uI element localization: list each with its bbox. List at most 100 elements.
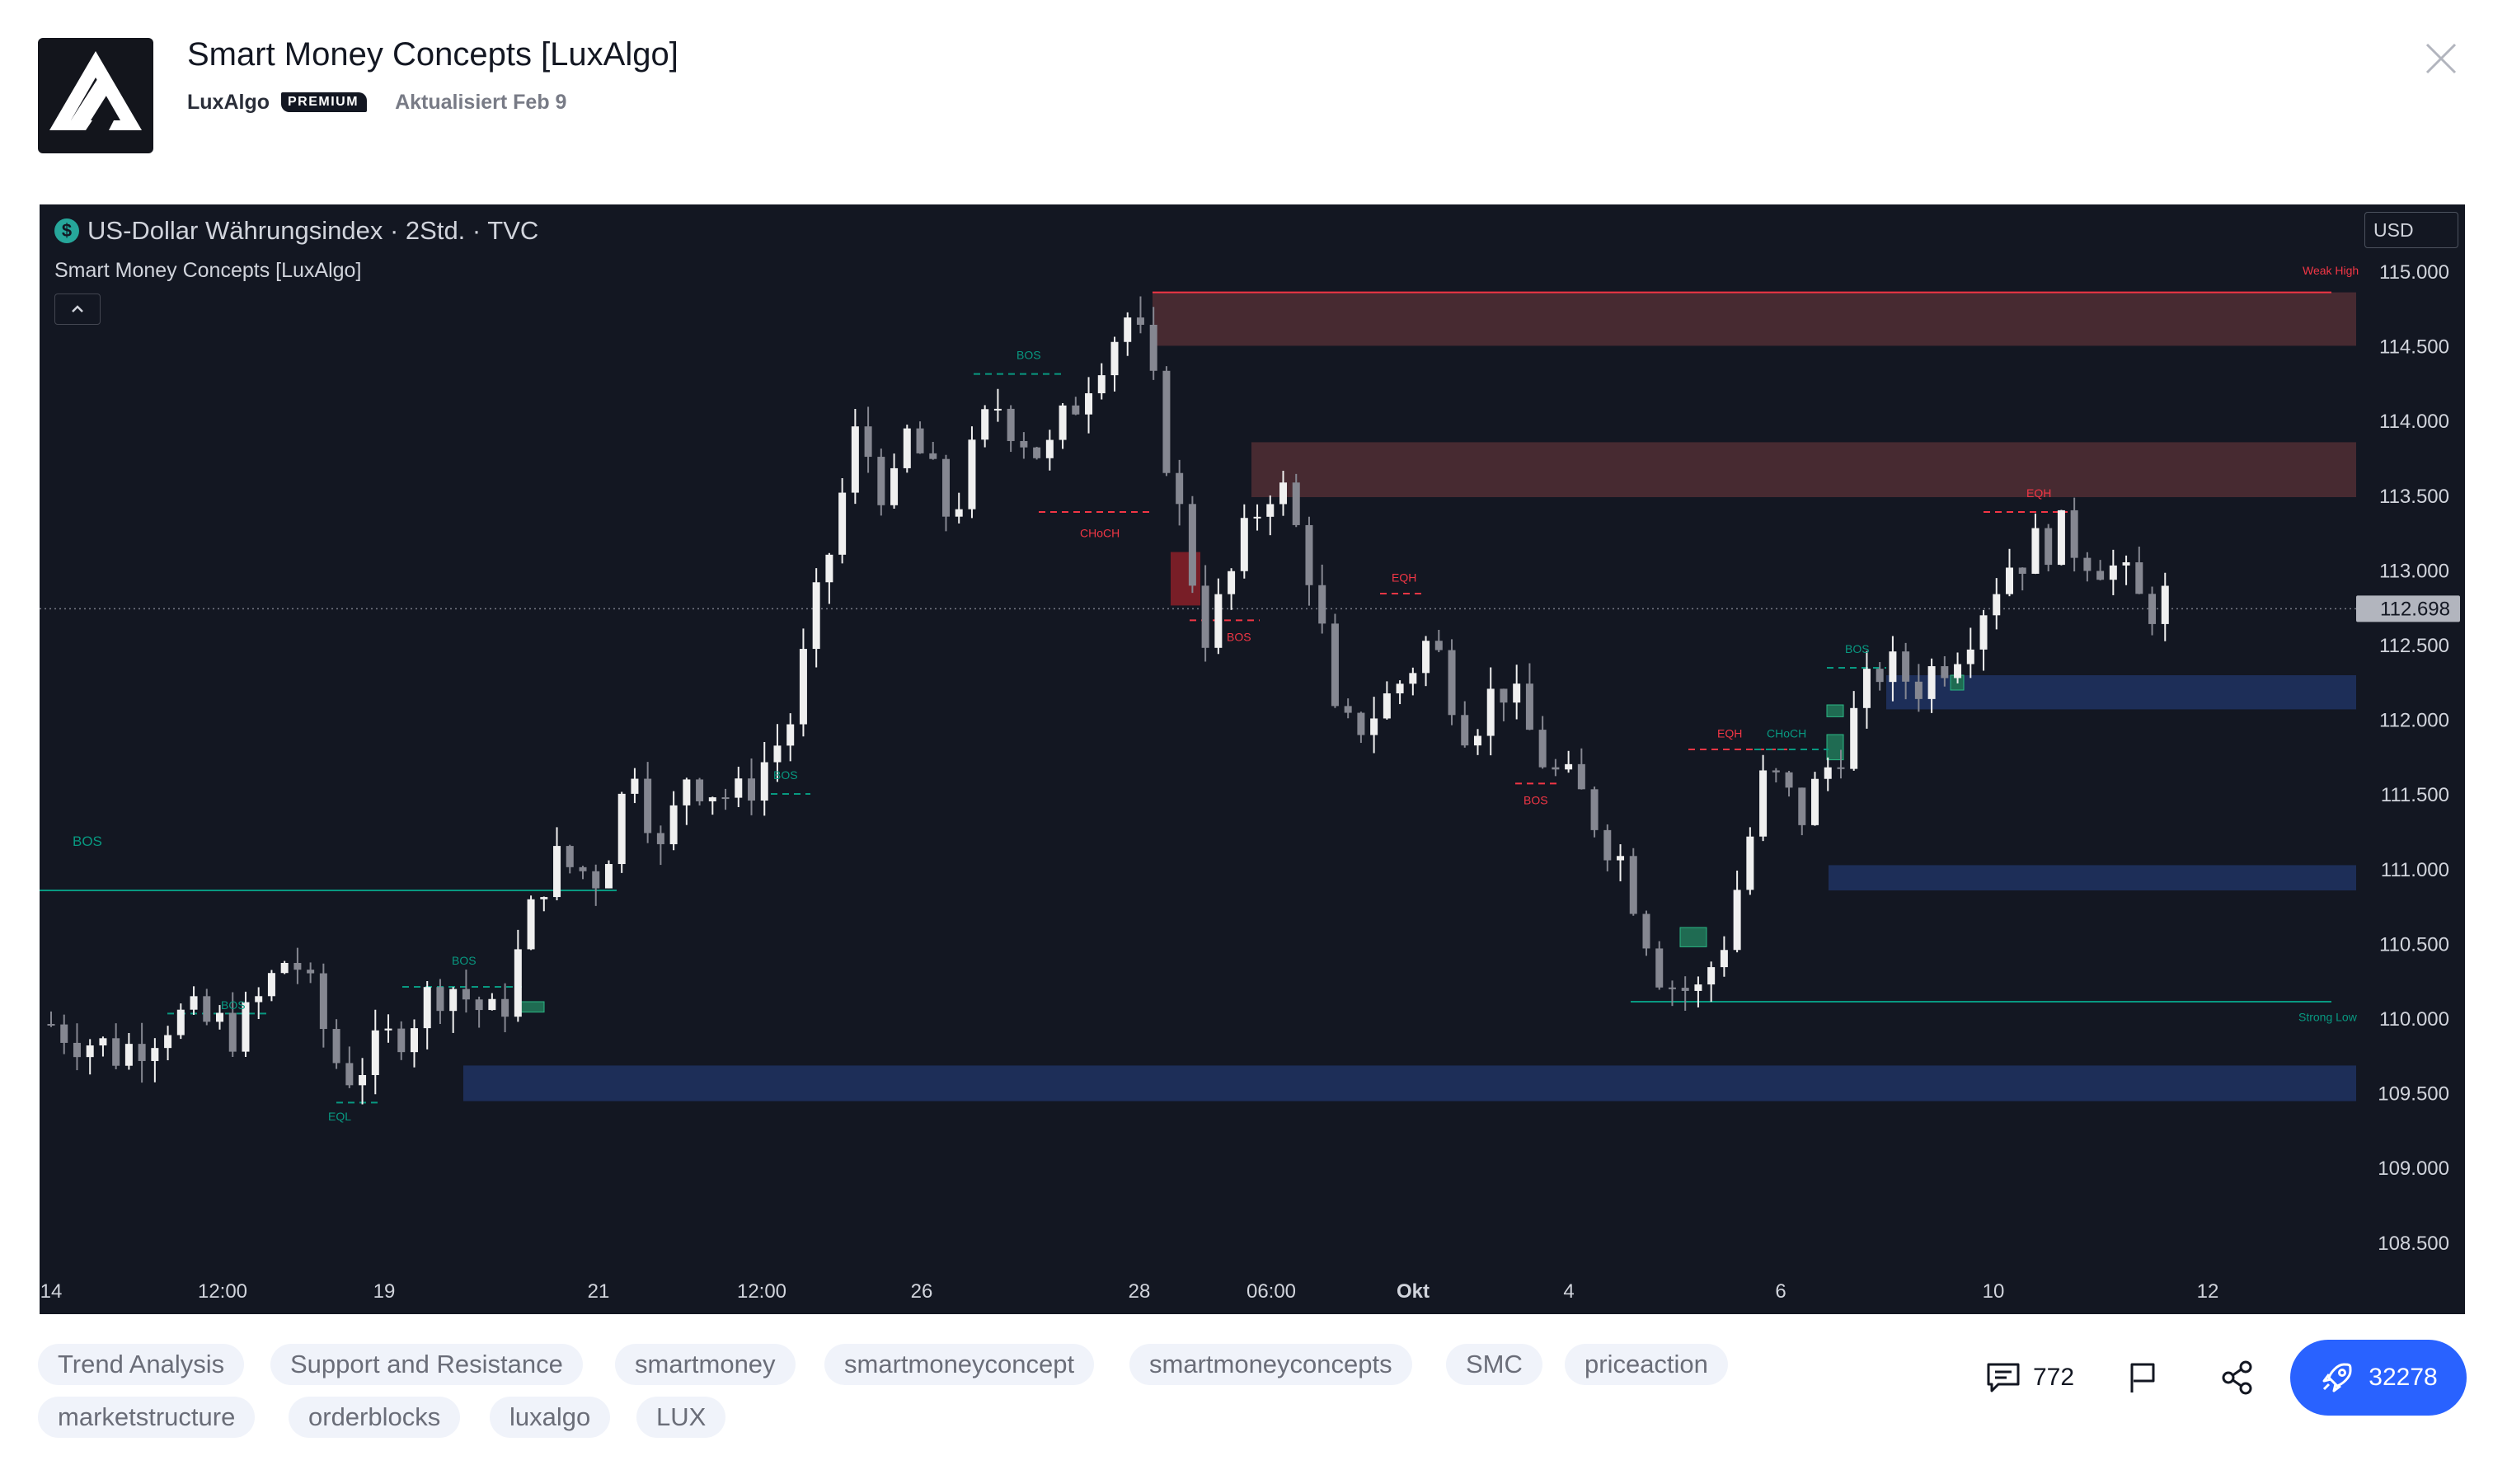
candle-body	[890, 467, 899, 505]
share-button[interactable]	[2218, 1358, 2257, 1397]
candle-body	[825, 554, 833, 583]
candle-body	[1979, 615, 1988, 650]
structure-label: BOS	[221, 998, 246, 1012]
candle-body	[1461, 715, 1469, 746]
candle-body	[1694, 984, 1702, 991]
candle-body	[190, 996, 198, 1010]
last-price-badge	[2356, 595, 2460, 622]
close-button[interactable]	[2420, 38, 2462, 79]
structure-label: BOS	[1016, 349, 1041, 362]
candle-body	[2135, 562, 2143, 594]
tag-chip[interactable]: smartmoneyconcept	[824, 1344, 1095, 1385]
candle-body	[397, 1028, 406, 1053]
tag-chip[interactable]: smartmoney	[615, 1344, 796, 1385]
comment-icon	[1987, 1363, 2020, 1392]
comments-button[interactable]: 772	[1985, 1358, 2074, 1397]
structure-label: Weak High	[2303, 264, 2359, 277]
candle-body	[1927, 666, 1936, 699]
candle-body	[47, 1024, 55, 1026]
candle-body	[941, 458, 950, 517]
candle-body	[1473, 735, 1481, 746]
candle-body	[2005, 567, 2013, 594]
candle-body	[592, 871, 600, 889]
time-axis-label: 28	[1129, 1280, 1151, 1303]
boost-count: 32278	[2369, 1364, 2438, 1391]
tag-chip[interactable]: Trend Analysis	[38, 1344, 245, 1385]
tag-chip[interactable]: SMC	[1446, 1344, 1542, 1385]
currency-selector[interactable]: USD	[2364, 212, 2458, 248]
candle-body	[968, 439, 976, 510]
tag-chip[interactable]: Support and Resistance	[270, 1344, 583, 1385]
tag-chip[interactable]: priceaction	[1565, 1344, 1728, 1385]
candle-body	[1966, 649, 1974, 665]
price-axis-label: 115.000	[2379, 261, 2449, 284]
luxalgo-logo-icon	[49, 51, 142, 130]
candle-body	[1552, 767, 1560, 770]
tag-chip[interactable]: smartmoneyconcepts	[1129, 1344, 1412, 1385]
candle-body	[721, 797, 730, 800]
candle-body	[1201, 585, 1209, 648]
candle-body	[280, 963, 289, 974]
candle-body	[1331, 623, 1339, 707]
candle-body	[1629, 856, 1637, 914]
structure-label: EQH	[2026, 486, 2051, 500]
indicator-legend: Smart Money Concepts [LuxAlgo]	[54, 259, 362, 282]
share-icon	[2222, 1360, 2252, 1395]
candle-body	[1798, 787, 1806, 825]
time-axis-label: 6	[1775, 1280, 1786, 1303]
luxalgo-logo[interactable]	[38, 38, 153, 153]
candle-body	[773, 745, 782, 763]
candle-body	[1409, 673, 1417, 684]
candle-body	[955, 509, 963, 517]
candle-body	[1318, 585, 1326, 624]
candle-body	[1811, 778, 1819, 825]
candle-body	[812, 582, 820, 650]
candle-body	[203, 996, 211, 1022]
tag-chip[interactable]: LUX	[636, 1397, 726, 1438]
candle-body	[981, 409, 989, 440]
time-axis-label: 12:00	[198, 1280, 247, 1303]
candle-body	[1383, 693, 1391, 719]
candle-body	[644, 778, 652, 834]
candle-body	[449, 989, 458, 1012]
report-button[interactable]	[2122, 1358, 2162, 1397]
time-axis-label: 26	[911, 1280, 933, 1303]
collapse-legend-button[interactable]	[54, 294, 101, 325]
candle-body	[1357, 712, 1365, 735]
boost-button[interactable]: 32278	[2290, 1340, 2467, 1416]
candle-body	[1902, 651, 1910, 682]
price-axis-label: 111.000	[2381, 859, 2449, 881]
price-chart[interactable]: BOS BOS EQL BOS BOS BOS CHoCH BOS EQH BOS EQH CHoCH…	[40, 204, 2465, 1314]
candle-body	[527, 899, 535, 950]
candle-body	[1059, 405, 1067, 440]
price-axis-label: 109.500	[2378, 1083, 2449, 1106]
tag-chip[interactable]: luxalgo	[490, 1397, 611, 1438]
candle-body	[2057, 510, 2065, 566]
tag-chip[interactable]: orderblocks	[289, 1397, 461, 1438]
demand-zone	[1829, 865, 2356, 890]
candle-body	[1565, 763, 1573, 770]
candle-body	[1824, 767, 1832, 779]
candle-body	[1538, 730, 1547, 768]
script-title: Smart Money Concepts [LuxAlgo]	[187, 36, 678, 73]
tag-chip[interactable]: marketstructure	[38, 1397, 256, 1438]
candle-body	[307, 970, 315, 974]
candle-body	[1422, 641, 1430, 674]
author-link[interactable]: LuxAlgo	[187, 90, 270, 114]
price-axis-label: 113.500	[2379, 486, 2449, 508]
candle-body	[1668, 987, 1676, 989]
candle-body	[475, 999, 483, 1011]
chevron-up-icon	[72, 305, 83, 312]
last-price-label: 112.698	[2380, 598, 2450, 620]
candle-body	[2018, 567, 2026, 574]
candle-body	[138, 1044, 146, 1061]
time-axis-label: 12:00	[737, 1280, 786, 1303]
candle-body	[1993, 594, 2001, 616]
candle-body	[2109, 565, 2117, 580]
structure-label: CHoCH	[1080, 527, 1120, 540]
candle-body	[2031, 528, 2040, 574]
chart-panel[interactable]: BOS BOS EQL BOS BOS BOS CHoCH BOS EQH BOS EQH CHoCH…	[40, 204, 2465, 1314]
candle-body	[1162, 370, 1171, 473]
candle-body	[1862, 669, 1871, 708]
candle-body	[735, 778, 743, 798]
